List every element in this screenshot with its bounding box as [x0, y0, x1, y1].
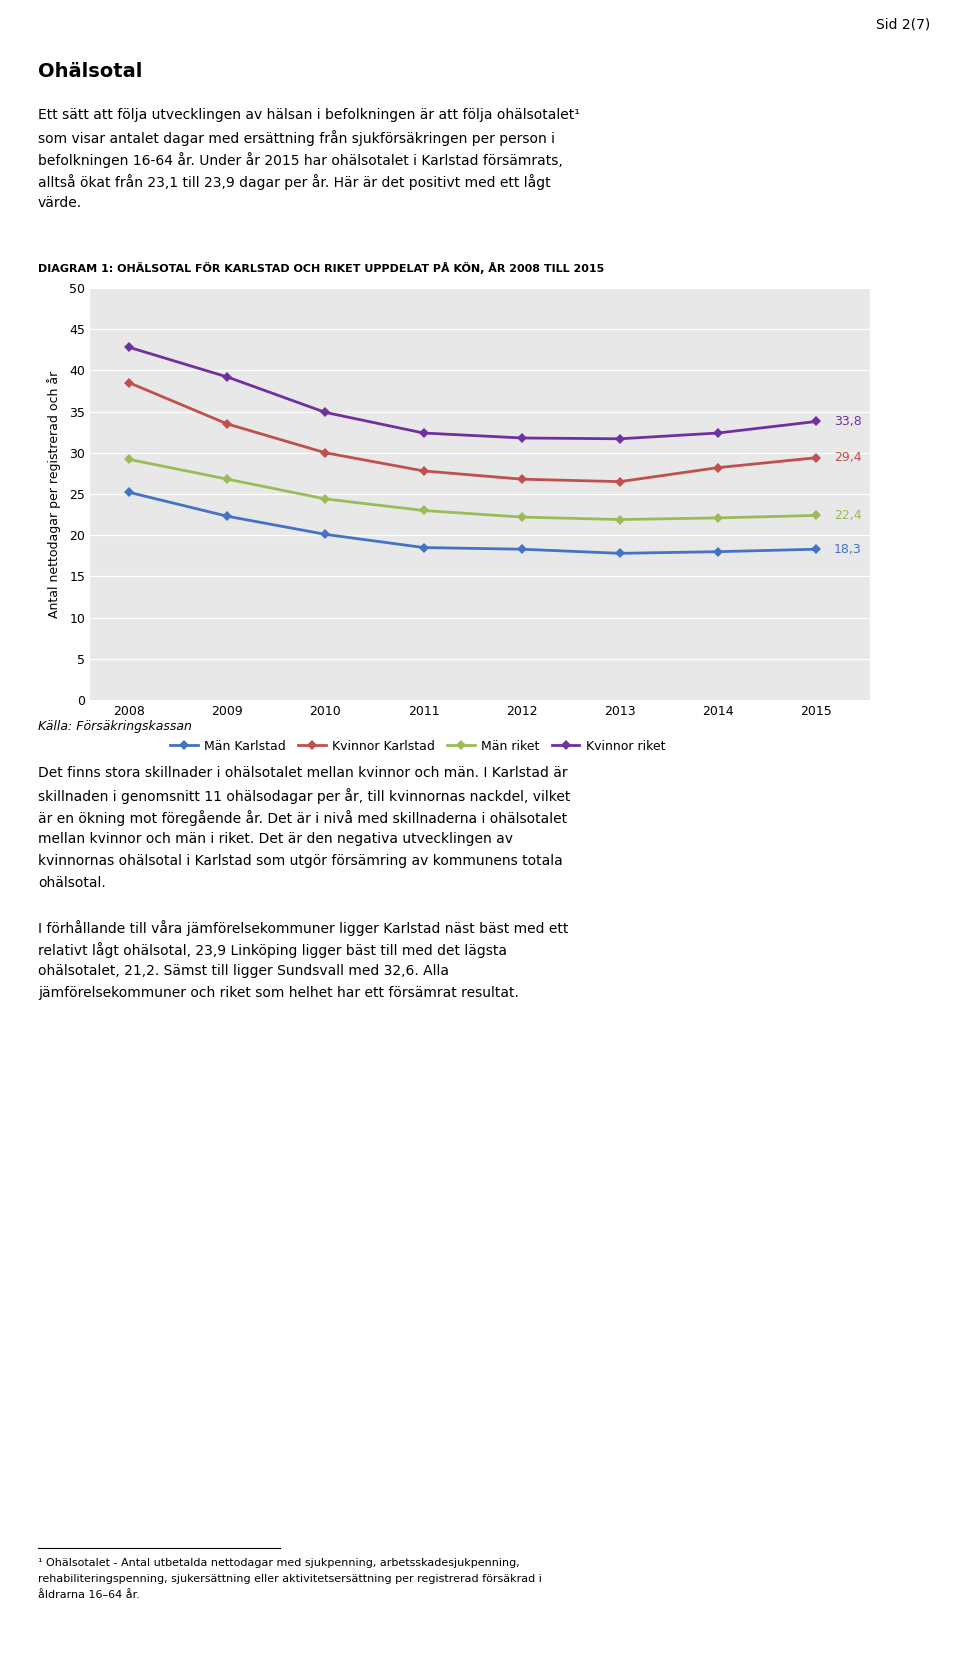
- Text: Källa: Försäkringskassan: Källa: Försäkringskassan: [38, 720, 192, 733]
- Text: värde.: värde.: [38, 195, 83, 210]
- Text: som visar antalet dagar med ersättning från sjukförsäkringen per person i: som visar antalet dagar med ersättning f…: [38, 130, 555, 145]
- Legend: Män Karlstad, Kvinnor Karlstad, Män riket, Kvinnor riket: Män Karlstad, Kvinnor Karlstad, Män rike…: [165, 735, 670, 758]
- Text: ohälsotalet, 21,2. Sämst till ligger Sundsvall med 32,6. Alla: ohälsotalet, 21,2. Sämst till ligger Sun…: [38, 964, 449, 979]
- Text: åldrarna 16–64 år.: åldrarna 16–64 år.: [38, 1590, 140, 1600]
- Text: DIAGRAM 1: OHÄLSOTAL FÖR KARLSTAD OCH RIKET UPPDELAT PÅ KÖN, ÅR 2008 TILL 2015: DIAGRAM 1: OHÄLSOTAL FÖR KARLSTAD OCH RI…: [38, 262, 604, 274]
- Text: rehabiliteringspenning, sjukersättning eller aktivitetsersättning per registrera: rehabiliteringspenning, sjukersättning e…: [38, 1575, 541, 1585]
- Text: alltså ökat från 23,1 till 23,9 dagar per år. Här är det positivt med ett lågt: alltså ökat från 23,1 till 23,9 dagar pe…: [38, 174, 551, 190]
- Text: ohälsotal.: ohälsotal.: [38, 877, 106, 890]
- Text: skillnaden i genomsnitt 11 ohälsodagar per år, till kvinnornas nackdel, vilket: skillnaden i genomsnitt 11 ohälsodagar p…: [38, 788, 570, 803]
- Text: I förhållande till våra jämförelsekommuner ligger Karlstad näst bäst med ett: I förhållande till våra jämförelsekommun…: [38, 920, 568, 935]
- Text: jämförelsekommuner och riket som helhet har ett försämrat resultat.: jämförelsekommuner och riket som helhet …: [38, 985, 518, 1000]
- Text: Ohälsotal: Ohälsotal: [38, 62, 142, 82]
- Text: Det finns stora skillnader i ohälsotalet mellan kvinnor och män. I Karlstad är: Det finns stora skillnader i ohälsotalet…: [38, 767, 567, 780]
- Text: mellan kvinnor och män i riket. Det är den negativa utvecklingen av: mellan kvinnor och män i riket. Det är d…: [38, 832, 513, 847]
- Text: 22,4: 22,4: [833, 509, 861, 523]
- Text: Ett sätt att följa utvecklingen av hälsan i befolkningen är att följa ohälsotale: Ett sätt att följa utvecklingen av hälsa…: [38, 109, 580, 122]
- Text: ¹ Ohälsotalet - Antal utbetalda ​nettodagar​ med sjukpenning, arbetsskadesjukpen: ¹ Ohälsotalet - Antal utbetalda ​nettoda…: [38, 1558, 519, 1568]
- Text: är en ökning mot föregående år. Det är i nivå med skillnaderna i ohälsotalet: är en ökning mot föregående år. Det är i…: [38, 810, 567, 827]
- Text: kvinnornas ohälsotal i Karlstad som utgör försämring av kommunens totala: kvinnornas ohälsotal i Karlstad som utgö…: [38, 853, 563, 868]
- Text: Sid 2(7): Sid 2(7): [876, 18, 930, 32]
- Text: befolkningen 16-64 år. Under år 2015 har ohälsotalet i Karlstad försämrats,: befolkningen 16-64 år. Under år 2015 har…: [38, 152, 563, 169]
- Text: 33,8: 33,8: [833, 414, 861, 428]
- Text: 29,4: 29,4: [833, 451, 861, 464]
- Y-axis label: Antal nettodagar per registrerad och år: Antal nettodagar per registrerad och år: [47, 371, 60, 618]
- Text: relativt lågt ohälsotal, 23,9 Linköping ligger bäst till med det lägsta: relativt lågt ohälsotal, 23,9 Linköping …: [38, 942, 507, 959]
- Text: 18,3: 18,3: [833, 543, 861, 556]
